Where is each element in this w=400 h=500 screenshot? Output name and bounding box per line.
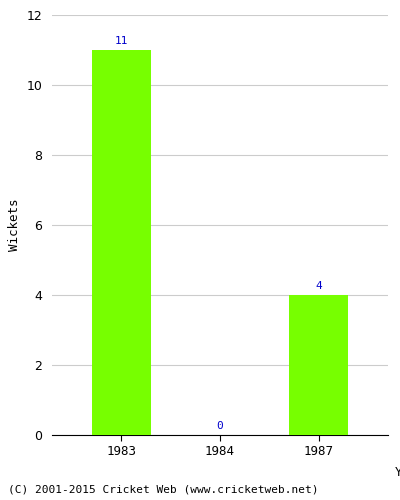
Text: 11: 11 (114, 36, 128, 46)
Bar (289, 295, 348, 435)
Text: 0: 0 (217, 421, 223, 431)
Bar (92, 50, 151, 435)
Text: (C) 2001-2015 Cricket Web (www.cricketweb.net): (C) 2001-2015 Cricket Web (www.cricketwe… (8, 485, 318, 495)
Y-axis label: Wickets: Wickets (8, 198, 21, 251)
Text: 4: 4 (316, 281, 322, 291)
Text: Year: Year (395, 466, 400, 478)
